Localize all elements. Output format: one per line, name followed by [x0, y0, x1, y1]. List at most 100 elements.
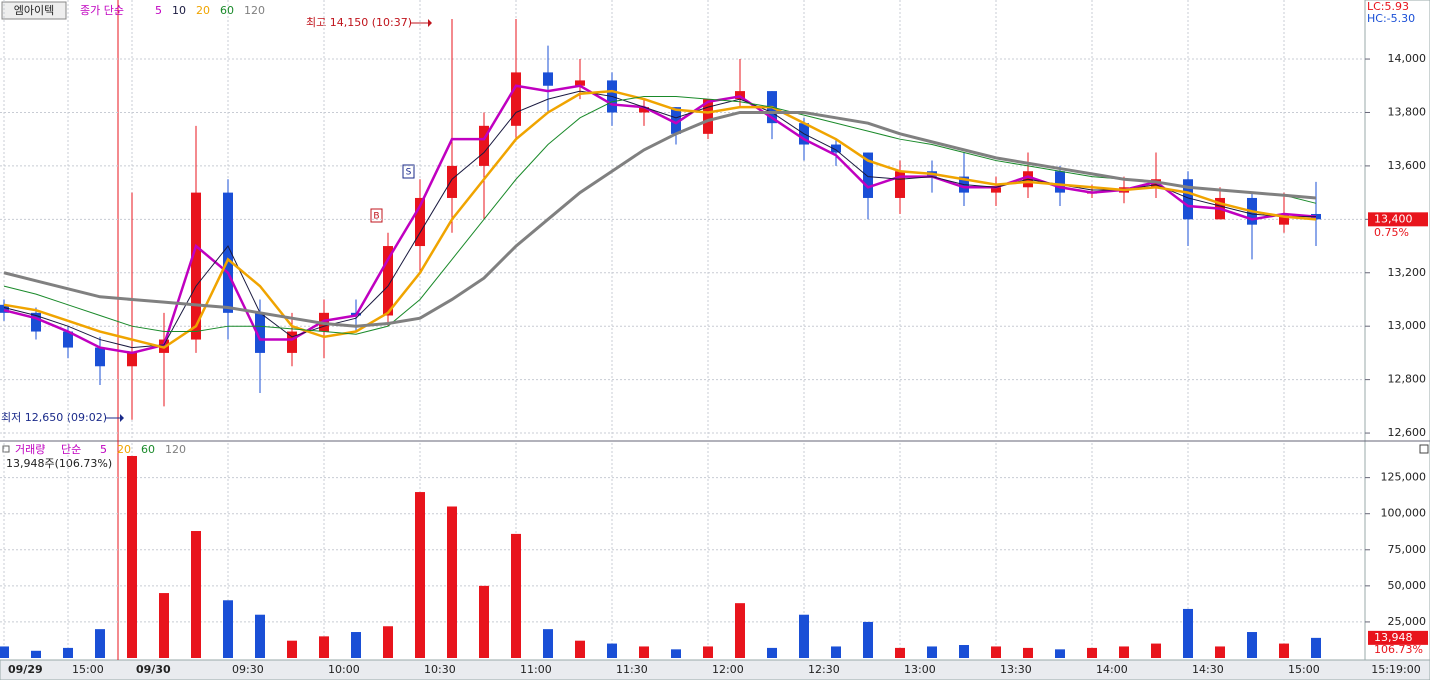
volume-bar	[639, 646, 649, 658]
volume-bar	[191, 531, 201, 658]
stock-name: 엠아이텍	[14, 4, 54, 17]
legend-entry: 120	[244, 4, 265, 17]
volume-bar	[927, 646, 937, 658]
candle-body	[287, 331, 297, 353]
volume-bar	[0, 646, 9, 658]
volume-title: 거래량	[15, 443, 45, 456]
x-tick-label: 15:00	[1288, 663, 1320, 676]
x-tick-label: 15:00	[72, 663, 104, 676]
volume-bar	[831, 646, 841, 658]
stock-name-box[interactable]	[1, 1, 67, 20]
volume-bar	[1023, 647, 1033, 658]
x-tick-label: 14:00	[1096, 663, 1128, 676]
hc-label: HC:-5.30	[1367, 12, 1415, 25]
x-tick-label: 10:00	[328, 663, 360, 676]
volume-bar	[575, 640, 585, 658]
y-tick-label: 75,000	[1388, 543, 1427, 556]
x-tick-label: 09:30	[232, 663, 264, 676]
candle-body	[575, 80, 585, 86]
volume-info: 13,948주(106.73%)	[6, 457, 112, 470]
price-ma-title: 종가 단순	[80, 4, 124, 17]
candle-body	[95, 347, 105, 367]
y-tick-label: 12,800	[1388, 373, 1427, 386]
volume-bar	[1087, 647, 1097, 658]
candle-body	[991, 187, 1001, 193]
volume-bar	[415, 492, 425, 658]
x-tick-label: 12:00	[712, 663, 744, 676]
volume-icon	[2, 445, 10, 453]
y-tick-label: 13,800	[1388, 105, 1427, 118]
x-tick-label: 13:30	[1000, 663, 1032, 676]
volume-bar	[383, 626, 393, 658]
y-tick-label: 14,000	[1388, 52, 1427, 65]
candle-body	[703, 99, 713, 134]
volume-bar	[511, 533, 521, 658]
volume-bar	[1055, 649, 1065, 658]
candle-body	[639, 107, 649, 113]
legend-entry: 5	[100, 443, 107, 456]
candle-body	[479, 125, 489, 166]
y-tick-label: 13,200	[1388, 266, 1427, 279]
volume-bar	[95, 629, 105, 658]
y-tick-label: 50,000	[1388, 579, 1427, 592]
y-tick-label: 100,000	[1381, 507, 1427, 520]
volume-bar	[479, 585, 489, 658]
candle-body	[1279, 213, 1289, 225]
candle-body	[735, 91, 745, 100]
volume-bar	[351, 632, 361, 658]
ma-line	[3, 110, 1317, 328]
volume-bar	[991, 646, 1001, 658]
volume-bar	[1311, 637, 1321, 658]
volume-bar	[287, 640, 297, 658]
candle-body	[255, 312, 265, 353]
y-tick-label: 12,600	[1388, 426, 1427, 439]
y-tick-label: 13,600	[1388, 159, 1427, 172]
volume-bar	[767, 647, 777, 658]
buy-signal-box	[370, 208, 383, 223]
y-tick-label: 25,000	[1388, 615, 1427, 628]
y-tick-label: 13,000	[1388, 319, 1427, 332]
volume-bar	[959, 645, 969, 658]
low-annotation: 최저 12,650 (09:02)	[1, 411, 107, 424]
price-change: 0.75%	[1374, 226, 1409, 239]
candle-body	[191, 192, 201, 340]
candle-body	[383, 246, 393, 316]
sell-signal: S	[406, 168, 412, 178]
candle-body	[895, 171, 905, 198]
candle-body	[447, 165, 457, 198]
cursor-time: 15:19:00	[1371, 663, 1420, 676]
candle-body	[415, 197, 425, 247]
candle-body	[1183, 179, 1193, 220]
volume-change: 106.73%	[1374, 643, 1423, 656]
ma-line	[3, 89, 1317, 349]
lc-label: LC:5.93	[1367, 0, 1409, 13]
x-tick-label: 10:30	[424, 663, 456, 676]
candle-body	[0, 304, 9, 313]
volume-bar	[863, 621, 873, 658]
legend-entry: 20	[117, 443, 131, 456]
candle-body	[671, 107, 681, 134]
last-price-label: 13,400	[1374, 212, 1413, 225]
high-arrow-head	[428, 19, 432, 27]
x-tick-label: 11:00	[520, 663, 552, 676]
x-tick-label: 11:30	[616, 663, 648, 676]
buy-signal: B	[373, 212, 379, 222]
close-button[interactable]	[1419, 444, 1429, 454]
volume-bar	[255, 614, 265, 658]
x-tick-label: 09/29	[8, 663, 43, 676]
low-arrow-head	[120, 414, 124, 422]
volume-bar	[1151, 643, 1161, 658]
candle-body	[511, 72, 521, 126]
legend-entry: 120	[165, 443, 186, 456]
candle-body	[223, 192, 233, 313]
volume-bar	[1279, 643, 1289, 658]
candle-body	[127, 352, 137, 367]
candle-body	[543, 72, 553, 86]
last-volume-label: 13,948	[1374, 631, 1413, 644]
y-axis-area	[1364, 0, 1430, 661]
x-tick-label: 12:30	[808, 663, 840, 676]
x-tick-label: 14:30	[1192, 663, 1224, 676]
volume-bar	[1183, 608, 1193, 658]
